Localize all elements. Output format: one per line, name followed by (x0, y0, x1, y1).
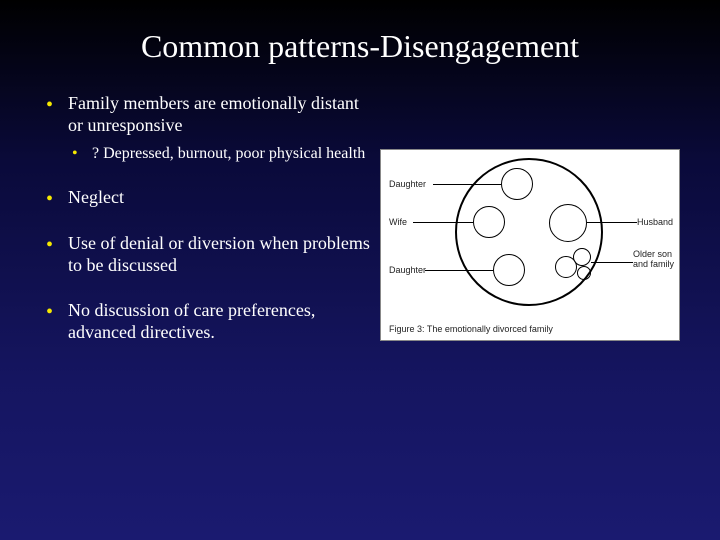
label-daughter-bottom: Daughter (389, 266, 426, 276)
bullet-text: Use of denial or diversion when problems… (68, 233, 370, 275)
label-daughter-top: Daughter (389, 180, 426, 190)
bullet-item: Family members are emotionally distant o… (40, 93, 372, 163)
leader-line (433, 184, 501, 185)
bullet-item: No discussion of care preferences, advan… (40, 300, 372, 343)
label-husband: Husband (637, 218, 673, 228)
sub-bullet-text: ? Depressed, burnout, poor physical heal… (92, 145, 365, 162)
leader-line (587, 222, 637, 223)
node-daughter-bottom (493, 254, 525, 286)
bullet-text: No discussion of care preferences, advan… (68, 300, 315, 342)
bullet-text: Neglect (68, 187, 124, 207)
content-row: Family members are emotionally distant o… (40, 93, 680, 367)
node-older-son-2 (573, 248, 591, 266)
text-column: Family members are emotionally distant o… (40, 93, 372, 367)
family-diagram: Daughter Wife Daughter Husband Older son… (380, 149, 680, 341)
diagram-caption: Figure 3: The emotionally divorced famil… (389, 324, 553, 334)
leader-line (413, 222, 473, 223)
node-wife (473, 206, 505, 238)
sub-bullet-item: ? Depressed, burnout, poor physical heal… (68, 144, 372, 163)
slide-title: Common patterns-Disengagement (40, 28, 680, 65)
diagram-column: Daughter Wife Daughter Husband Older son… (380, 149, 680, 367)
slide: Common patterns-Disengagement Family mem… (0, 0, 720, 540)
bullet-item: Neglect (40, 187, 372, 209)
node-husband (549, 204, 587, 242)
sub-bullet-list: ? Depressed, burnout, poor physical heal… (68, 144, 372, 163)
leader-line (591, 262, 633, 263)
bullet-text: Family members are emotionally distant o… (68, 93, 359, 135)
node-daughter-top (501, 168, 533, 200)
bullet-item: Use of denial or diversion when problems… (40, 233, 372, 276)
node-older-son-3 (577, 266, 591, 280)
label-older-son: Older son and family (633, 250, 677, 270)
label-wife: Wife (389, 218, 407, 228)
bullet-list: Family members are emotionally distant o… (40, 93, 372, 343)
leader-line (425, 270, 493, 271)
